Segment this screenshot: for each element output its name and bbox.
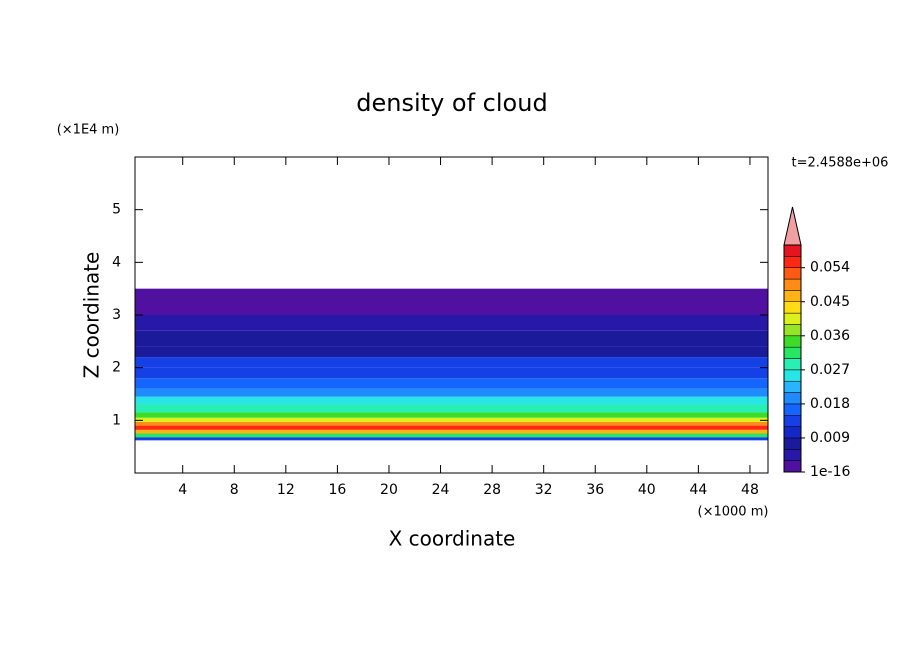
colorbar-tick-label: 0.054: [810, 260, 850, 276]
colorbar-tick-label: 0.009: [810, 430, 850, 446]
y-tick-label: 5: [112, 202, 121, 218]
colorbar-box: [783, 278, 802, 291]
x-tick-label: 32: [535, 482, 553, 498]
contour-band: [135, 346, 768, 358]
contour-band: [135, 437, 768, 441]
contour-band: [135, 388, 768, 397]
colorbar-box: [783, 392, 802, 405]
x-tick-label: 28: [483, 482, 501, 498]
colorbar-box: [783, 460, 802, 473]
x-tick-label: 8: [230, 482, 239, 498]
contour-band: [135, 429, 768, 434]
colorbar-box: [783, 301, 802, 314]
colorbar-box: [783, 267, 802, 280]
x-tick-label: 16: [328, 482, 346, 498]
x-tick-label: 12: [277, 482, 295, 498]
chart-title: density of cloud: [356, 89, 547, 117]
contour-band: [135, 421, 768, 426]
colorbar-box: [783, 449, 802, 461]
contour-band: [135, 357, 768, 368]
y-tick-label: 3: [112, 307, 121, 323]
colorbar-frame: [783, 244, 802, 473]
contour-band: [135, 425, 768, 430]
x-tick-label: 24: [432, 482, 450, 498]
contour-band: [135, 315, 768, 331]
y-tick-label: 4: [112, 254, 121, 270]
colorbar-box: [783, 290, 802, 302]
colorbar-box: [783, 312, 802, 325]
colorbar-tick-label: 0.036: [810, 328, 850, 344]
colorbar-box: [783, 324, 802, 337]
x-axis-label: X coordinate: [389, 527, 516, 551]
contour-band: [135, 288, 768, 315]
y-axis-label: Z coordinate: [80, 252, 104, 379]
contour-band: [135, 417, 768, 422]
annotation: t=2.4588e+06: [792, 156, 889, 171]
colorbar-box: [783, 358, 802, 371]
x-tick-label: 48: [741, 482, 759, 498]
x-unit: (×1000 m): [698, 505, 769, 520]
x-tick-label: 44: [689, 482, 707, 498]
colorbar-box: [783, 256, 802, 268]
contour-band: [135, 396, 768, 405]
colorbar-tick-label: 0.027: [810, 362, 850, 378]
colorbar-box: [783, 437, 802, 450]
colorbar-box: [783, 369, 802, 382]
contour-band: [135, 404, 768, 413]
colorbar-box: [783, 244, 802, 257]
contour-band: [135, 330, 768, 347]
colorbar-box: [783, 403, 802, 416]
colorbar-tick-label: 0.018: [810, 396, 850, 412]
x-tick-label: 4: [178, 482, 187, 498]
x-tick-label: 20: [380, 482, 398, 498]
contour-band: [135, 367, 768, 379]
colorbar-box: [783, 380, 802, 393]
colorbar-box: [783, 426, 802, 439]
colorbar-box: [783, 335, 802, 348]
colorbar-tick-label: 0.045: [810, 294, 850, 310]
colorbar-box: [783, 346, 802, 359]
y-tick-label: 1: [112, 412, 121, 428]
y-unit: (×1E4 m): [57, 123, 120, 138]
x-tick-label: 40: [638, 482, 656, 498]
colorbar-tick-label: 1e-16: [810, 464, 850, 480]
contour-band: [135, 433, 768, 438]
x-tick-label: 36: [586, 482, 604, 498]
contour-band: [135, 412, 768, 418]
contour-band: [135, 378, 768, 389]
y-tick-label: 2: [112, 360, 121, 376]
colorbar-box: [783, 415, 802, 427]
